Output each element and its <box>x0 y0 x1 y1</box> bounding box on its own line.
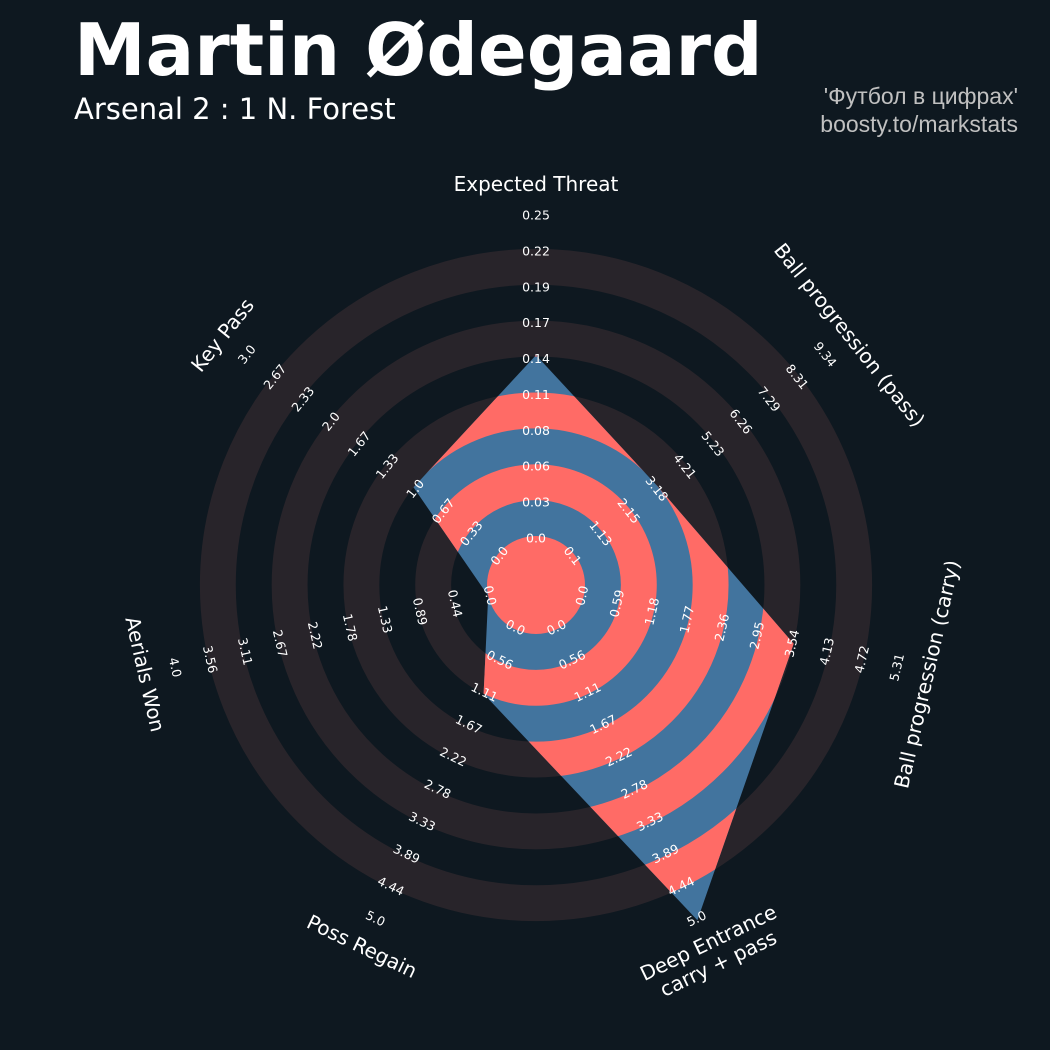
tick-label: 0.03 <box>522 495 550 510</box>
tick-label: 2.22 <box>305 620 326 650</box>
tick-label: 0.0 <box>526 531 546 546</box>
parameter-label: Aerials Won <box>120 614 170 734</box>
tick-label: 5.31 <box>886 652 907 682</box>
parameter-label-line: Expected Threat <box>454 172 619 196</box>
tick-label: 3.0 <box>235 342 259 367</box>
background-ring-band <box>199 248 873 922</box>
tick-label: 0.0 <box>481 584 500 607</box>
tick-label: 0.14 <box>522 351 550 366</box>
tick-label: 1.77 <box>676 604 697 634</box>
parameter-label: Poss Regain <box>303 910 421 983</box>
tick-label: 0.08 <box>522 423 550 438</box>
credit-line-1: 'Футбол в цифрах' <box>823 83 1018 109</box>
tick-label: 4.13 <box>816 636 837 666</box>
parameter-label-line: Poss Regain <box>303 910 421 983</box>
tick-label: 5.0 <box>684 907 708 929</box>
tick-label: 2.67 <box>270 628 291 658</box>
tick-label: 0.19 <box>522 279 550 294</box>
player-name-title: Martin Ødegaard <box>74 8 763 92</box>
tick-label: 3.54 <box>781 628 802 659</box>
tick-label: 9.34 <box>811 339 840 370</box>
tick-label: 2.95 <box>746 620 767 650</box>
tick-label: 3.11 <box>235 636 256 666</box>
tick-label: 4.0 <box>166 656 185 679</box>
credit-line-2: boosty.to/markstats <box>820 111 1018 137</box>
tick-label: 0.17 <box>522 315 550 330</box>
tick-label: 0.59 <box>606 588 627 619</box>
parameter-label: Expected Threat <box>454 172 619 196</box>
parameter-label-line: Aerials Won <box>120 614 170 734</box>
tick-label: 0.44 <box>445 588 466 619</box>
tick-label: 2.36 <box>711 612 732 643</box>
center-circle <box>487 536 585 634</box>
tick-label: 0.0 <box>572 584 591 607</box>
tick-label: 0.89 <box>410 596 431 627</box>
tick-label: 1.18 <box>641 596 662 627</box>
match-subtitle: Arsenal 2 : 1 N. Forest <box>74 92 396 126</box>
tick-label: 0.25 <box>522 208 550 223</box>
tick-label: 0.06 <box>522 459 550 474</box>
tick-label: 4.72 <box>851 644 872 674</box>
tick-label: 3.56 <box>200 644 221 675</box>
credit-block: 'Футбол в цифрах' boosty.to/markstats <box>820 82 1018 138</box>
tick-label: 0.22 <box>522 243 550 258</box>
background-ring-band <box>271 320 801 850</box>
tick-label: 0.11 <box>522 387 550 402</box>
tick-label: 1.33 <box>375 604 396 634</box>
tick-label: 1.78 <box>340 612 361 643</box>
tick-label: 5.0 <box>363 907 387 929</box>
